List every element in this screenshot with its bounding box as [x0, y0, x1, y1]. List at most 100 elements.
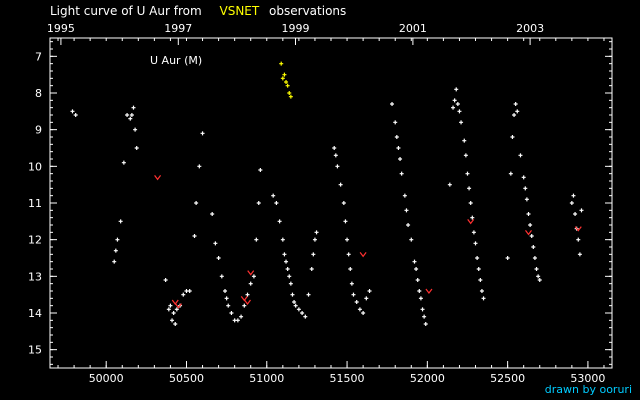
observation-point [526, 212, 531, 216]
observation-point [274, 201, 279, 205]
observation-point [271, 193, 276, 198]
observation-point [296, 307, 301, 312]
observation-point [454, 87, 459, 92]
observation-point [390, 102, 395, 106]
observation-point [478, 278, 483, 282]
observation-point [532, 256, 537, 260]
observation-point [239, 314, 244, 319]
observation-point [128, 116, 133, 121]
observation-point [529, 234, 534, 238]
observation-point [133, 127, 138, 132]
observation-point [251, 274, 256, 279]
observation-point [518, 153, 523, 158]
observation-point [314, 230, 319, 235]
observation-point [245, 292, 250, 297]
observation-point [256, 201, 261, 205]
fainter-than-mark [359, 251, 367, 258]
year-tick-label: 2003 [516, 22, 544, 35]
observation-point [412, 259, 417, 264]
observation-point [192, 234, 197, 238]
observation-point [471, 230, 476, 235]
observation-point [332, 146, 337, 150]
observation-point [242, 303, 247, 308]
observation-point [131, 105, 136, 110]
observation-point [534, 267, 539, 271]
observation-point [409, 237, 414, 242]
title-source: VSNET [219, 4, 260, 18]
observation-point [475, 256, 480, 260]
x-tick-label: 50000 [89, 372, 124, 385]
observation-point [348, 267, 353, 271]
observation-point [468, 201, 473, 205]
observation-point [349, 281, 354, 286]
observation-point [470, 215, 475, 220]
observation-point [335, 164, 340, 169]
observation-point [394, 135, 399, 139]
observation-point [115, 237, 120, 242]
fainter-than-mark [525, 229, 532, 236]
observation-point [129, 113, 134, 117]
accent-point [280, 76, 285, 81]
chart-title: Light curve of U Aur from VSNET observat… [50, 4, 346, 18]
accent-point [284, 80, 289, 84]
observation-point [258, 168, 263, 172]
fainter-than-mark [247, 270, 255, 276]
observation-point [393, 120, 398, 125]
observation-point [521, 175, 526, 180]
accent-point [288, 94, 293, 99]
x-tick-label: 52000 [410, 372, 445, 385]
observation-point [306, 292, 311, 297]
fainter-than-mark [171, 299, 179, 305]
observation-point [423, 322, 428, 326]
fainter-than-mark [425, 288, 433, 294]
observation-point [459, 120, 464, 125]
observation-point [70, 109, 75, 114]
observation-point [187, 289, 192, 293]
x-tick-label: 51500 [330, 372, 365, 385]
observation-point [422, 314, 427, 319]
observation-point [447, 182, 452, 187]
observation-point [174, 307, 179, 312]
observation-point [287, 274, 292, 279]
observation-point [290, 292, 295, 297]
year-tick-label: 1995 [47, 22, 75, 35]
fainter-than-mark [174, 303, 182, 309]
observation-point [284, 259, 289, 264]
observation-point [125, 113, 130, 117]
observation-point [505, 256, 510, 260]
observation-point [414, 267, 419, 271]
observation-point [194, 201, 199, 205]
observation-point [510, 135, 515, 139]
observation-point [224, 296, 229, 301]
observation-point [216, 256, 221, 260]
y-tick-label: 11 [28, 197, 42, 210]
observation-point [346, 252, 351, 257]
accent-point [282, 72, 287, 77]
observation-point [512, 113, 517, 117]
observation-point [367, 289, 372, 293]
observation-point [452, 98, 457, 103]
observation-point [576, 237, 581, 242]
observation-point [420, 307, 425, 312]
observation-point [134, 146, 139, 150]
observation-point [398, 157, 403, 161]
observation-point [226, 303, 231, 308]
observation-point [481, 296, 486, 301]
observation-point [197, 164, 202, 169]
observation-point [357, 307, 362, 312]
observation-point [254, 237, 259, 242]
observation-point [166, 307, 171, 312]
y-tick-label: 7 [35, 50, 42, 63]
observation-point [571, 193, 576, 198]
observation-point [112, 259, 117, 264]
observation-point [73, 113, 78, 117]
observation-point [309, 267, 314, 271]
accent-point [279, 61, 284, 66]
observation-point [467, 186, 472, 191]
y-tick-label: 9 [35, 124, 42, 137]
observation-point [181, 292, 186, 297]
observation-point [573, 212, 578, 216]
fainter-than-mark [467, 218, 475, 225]
observation-point [229, 311, 234, 315]
observation-point [579, 208, 584, 213]
